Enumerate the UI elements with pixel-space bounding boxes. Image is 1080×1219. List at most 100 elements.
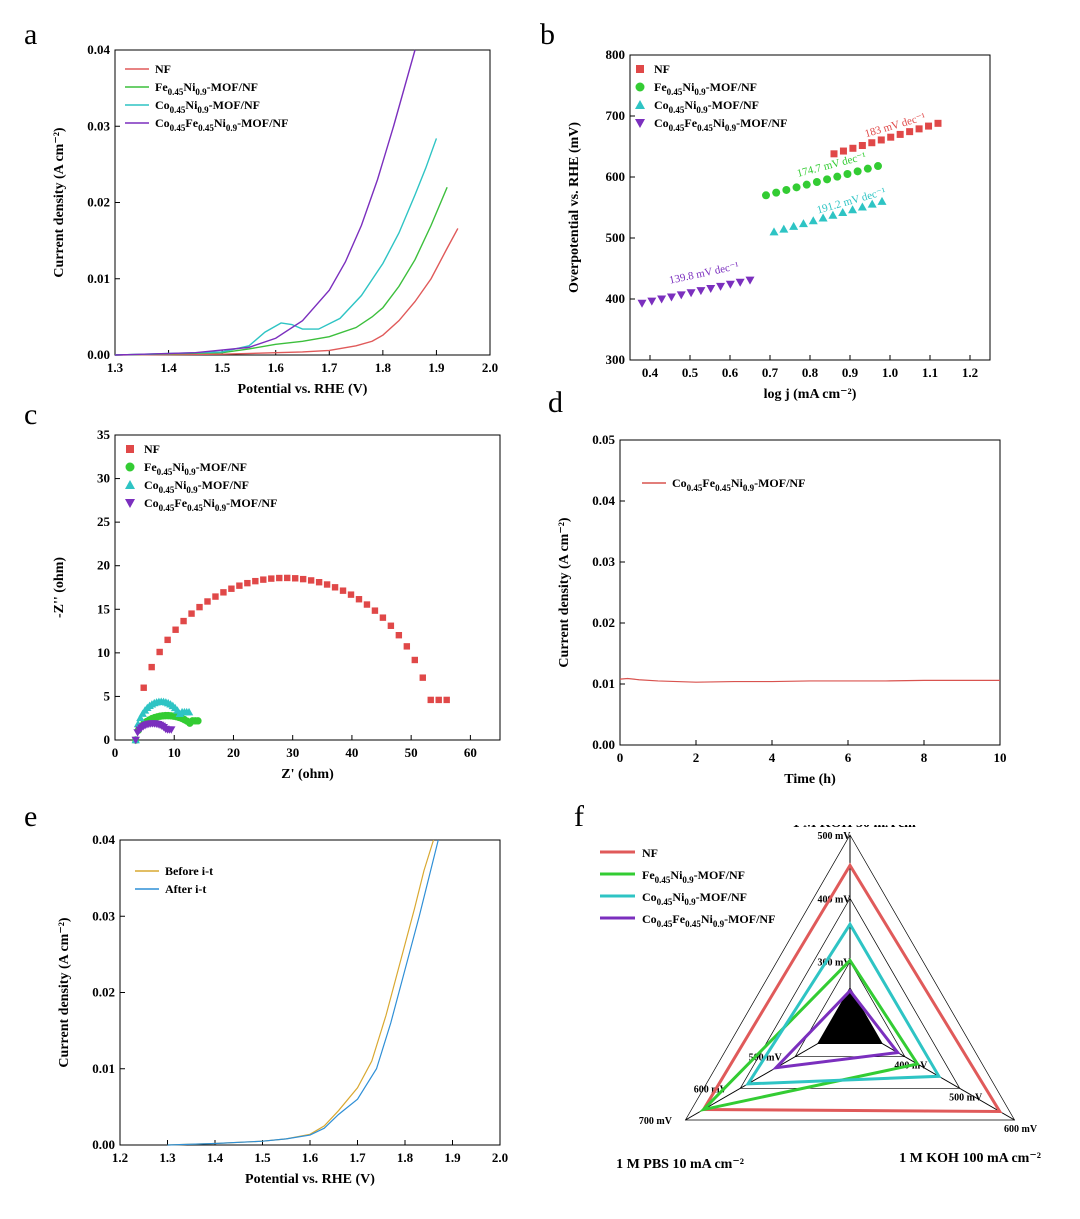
b-data-point [812, 177, 821, 186]
c-data-point [260, 576, 267, 583]
b-data-point [647, 297, 657, 306]
panel-label-f: f [574, 800, 584, 833]
b-legend-label: NF [654, 62, 670, 76]
f-legend-label-el: Fe [642, 868, 655, 882]
b-legend-label-sub: 0.9 [725, 123, 737, 133]
b-data-point [782, 185, 791, 194]
a-legend-label-sub: 0.9 [197, 105, 209, 115]
c-legend-label-part: -MOF/NF [226, 496, 277, 510]
a-legend-label-el: Co [155, 98, 170, 112]
c-xtick-label: 10 [168, 745, 181, 760]
a-legend-label-el: Fe [155, 80, 168, 94]
b-legend-label-el: Co [654, 98, 669, 112]
f-legend-label-sub: 0.45 [685, 919, 701, 929]
c-ytick-label: 25 [97, 514, 111, 529]
f-legend-label: Co0.45​Ni0.9​-MOF/NF [642, 890, 747, 907]
c-data-point [276, 574, 283, 582]
panel-label-b: b [540, 18, 555, 51]
c-data-point [236, 582, 243, 589]
c-legend-label-el: Fe [174, 496, 187, 510]
chart-e-lsv-before-after: 1.2 1.3 1.4 1.5 1.6 1.7 1.8 1.9 2.0 0.00 0.01 0.02 0… [57, 832, 508, 1187]
a-xtick-label: 1.8 [375, 360, 392, 375]
c-legend-label-sub: 0.9 [215, 503, 227, 513]
b-ytick-label: 300 [606, 352, 626, 367]
c-data-point [307, 577, 315, 584]
d-ytick-label: 0.03 [592, 554, 615, 569]
e-xtick-label: 1.2 [112, 1150, 128, 1165]
d-xtick-label: 6 [845, 750, 852, 765]
c-data-point [164, 636, 171, 644]
b-legend-label-sub: 0.45 [697, 123, 713, 133]
a-legend-label-part: NF [155, 62, 171, 76]
c-legend-label: Co0.45​Fe0.45​Ni0.9​-MOF/NF [144, 496, 277, 513]
c-data-point [363, 601, 371, 608]
b-xtick-label: 0.5 [682, 365, 699, 380]
c-xtick-label: 60 [464, 745, 477, 760]
c-data-point [244, 579, 251, 587]
e-xtick-label: 1.7 [349, 1150, 366, 1165]
b-legend-label-part: -MOF/NF [708, 98, 759, 112]
b-legend-marker [635, 100, 645, 109]
f-grid-ring [794, 960, 906, 1058]
f-legend-label-part: -MOF/NF [696, 890, 747, 904]
c-legend-label-part: -MOF/NF [198, 478, 249, 492]
c-data-point [252, 577, 259, 585]
b-data-point [833, 172, 842, 181]
c-xtick-label: 50 [405, 745, 418, 760]
d-yaxis-label: Current density (A cm⁻²) [557, 517, 572, 667]
d-ytick-label: 0.04 [592, 493, 615, 508]
b-data-point [762, 191, 770, 200]
a-ytick-label: 0.04 [87, 42, 110, 57]
a-xtick-label: 1.5 [214, 360, 231, 375]
b-data-point [657, 295, 667, 304]
b-legend-label-el: Fe [654, 80, 667, 94]
b-ytick-label: 700 [606, 108, 626, 123]
e-ytick-label: 0.02 [92, 985, 115, 1000]
d-legend-label-el: Fe [702, 476, 715, 490]
f-legend-label-part: NF [642, 846, 658, 860]
a-yaxis-label: Current density (A cm⁻²) [52, 127, 67, 277]
c-plot-frame [114, 434, 501, 741]
c-legend-label-sub: 0.9 [186, 485, 198, 495]
b-data-point [686, 289, 696, 298]
a-series-line-3 [114, 49, 416, 356]
b-xtick-label: 0.8 [802, 365, 819, 380]
b-data-point [818, 213, 828, 222]
d-xaxis-label: Time (h) [784, 772, 836, 787]
panel-label-d: d [548, 386, 563, 419]
a-legend-label-sub: 0.9 [195, 87, 207, 97]
c-legend-marker [125, 499, 135, 508]
b-legend-marker [635, 82, 645, 92]
c-data-point [419, 674, 426, 681]
a-series-line-2 [114, 138, 438, 356]
b-legend-label-sub: 0.9 [694, 87, 706, 97]
b-data-point [863, 164, 872, 173]
c-data-point [196, 603, 203, 611]
e-ytick-label: 0.01 [92, 1061, 115, 1076]
c-data-point [371, 607, 379, 614]
c-legend-label: Co0.45​Ni0.9​-MOF/NF [144, 478, 249, 495]
d-xtick-label: 2 [693, 750, 700, 765]
b-xtick-label: 0.6 [722, 365, 739, 380]
c-ytick-label: 10 [97, 645, 110, 660]
c-ytick-label: 0 [104, 732, 111, 747]
d-ytick-label: 0.00 [592, 737, 615, 752]
b-data-point [843, 170, 852, 179]
f-center-marker [817, 987, 883, 1044]
b-xtick-label: 1.1 [922, 365, 938, 380]
c-data-point [387, 622, 395, 629]
d-xtick-label: 0 [617, 750, 624, 765]
b-legend-label-el: Ni [684, 98, 697, 112]
d-ytick-label: 0.01 [592, 676, 615, 691]
chart-a-lsv: 1.3 1.4 1.5 1.6 1.7 1.8 1.9 2.0 0.00 0.01 0.02 0.03… [52, 42, 498, 397]
f-legend-label-sub: 0.9 [682, 875, 694, 885]
a-ytick-label: 0.02 [87, 195, 110, 210]
d-xtick-label: 4 [769, 750, 776, 765]
b-xaxis-label: log j (mA cm⁻²) [764, 387, 857, 402]
a-xtick-label: 1.4 [160, 360, 177, 375]
b-data-point [772, 188, 781, 197]
c-xtick-label: 30 [286, 745, 299, 760]
b-legend-label-el: Ni [682, 80, 695, 94]
e-legend-label: After i-t [165, 882, 206, 896]
d-legend-label-sub: 0.45 [715, 483, 731, 493]
